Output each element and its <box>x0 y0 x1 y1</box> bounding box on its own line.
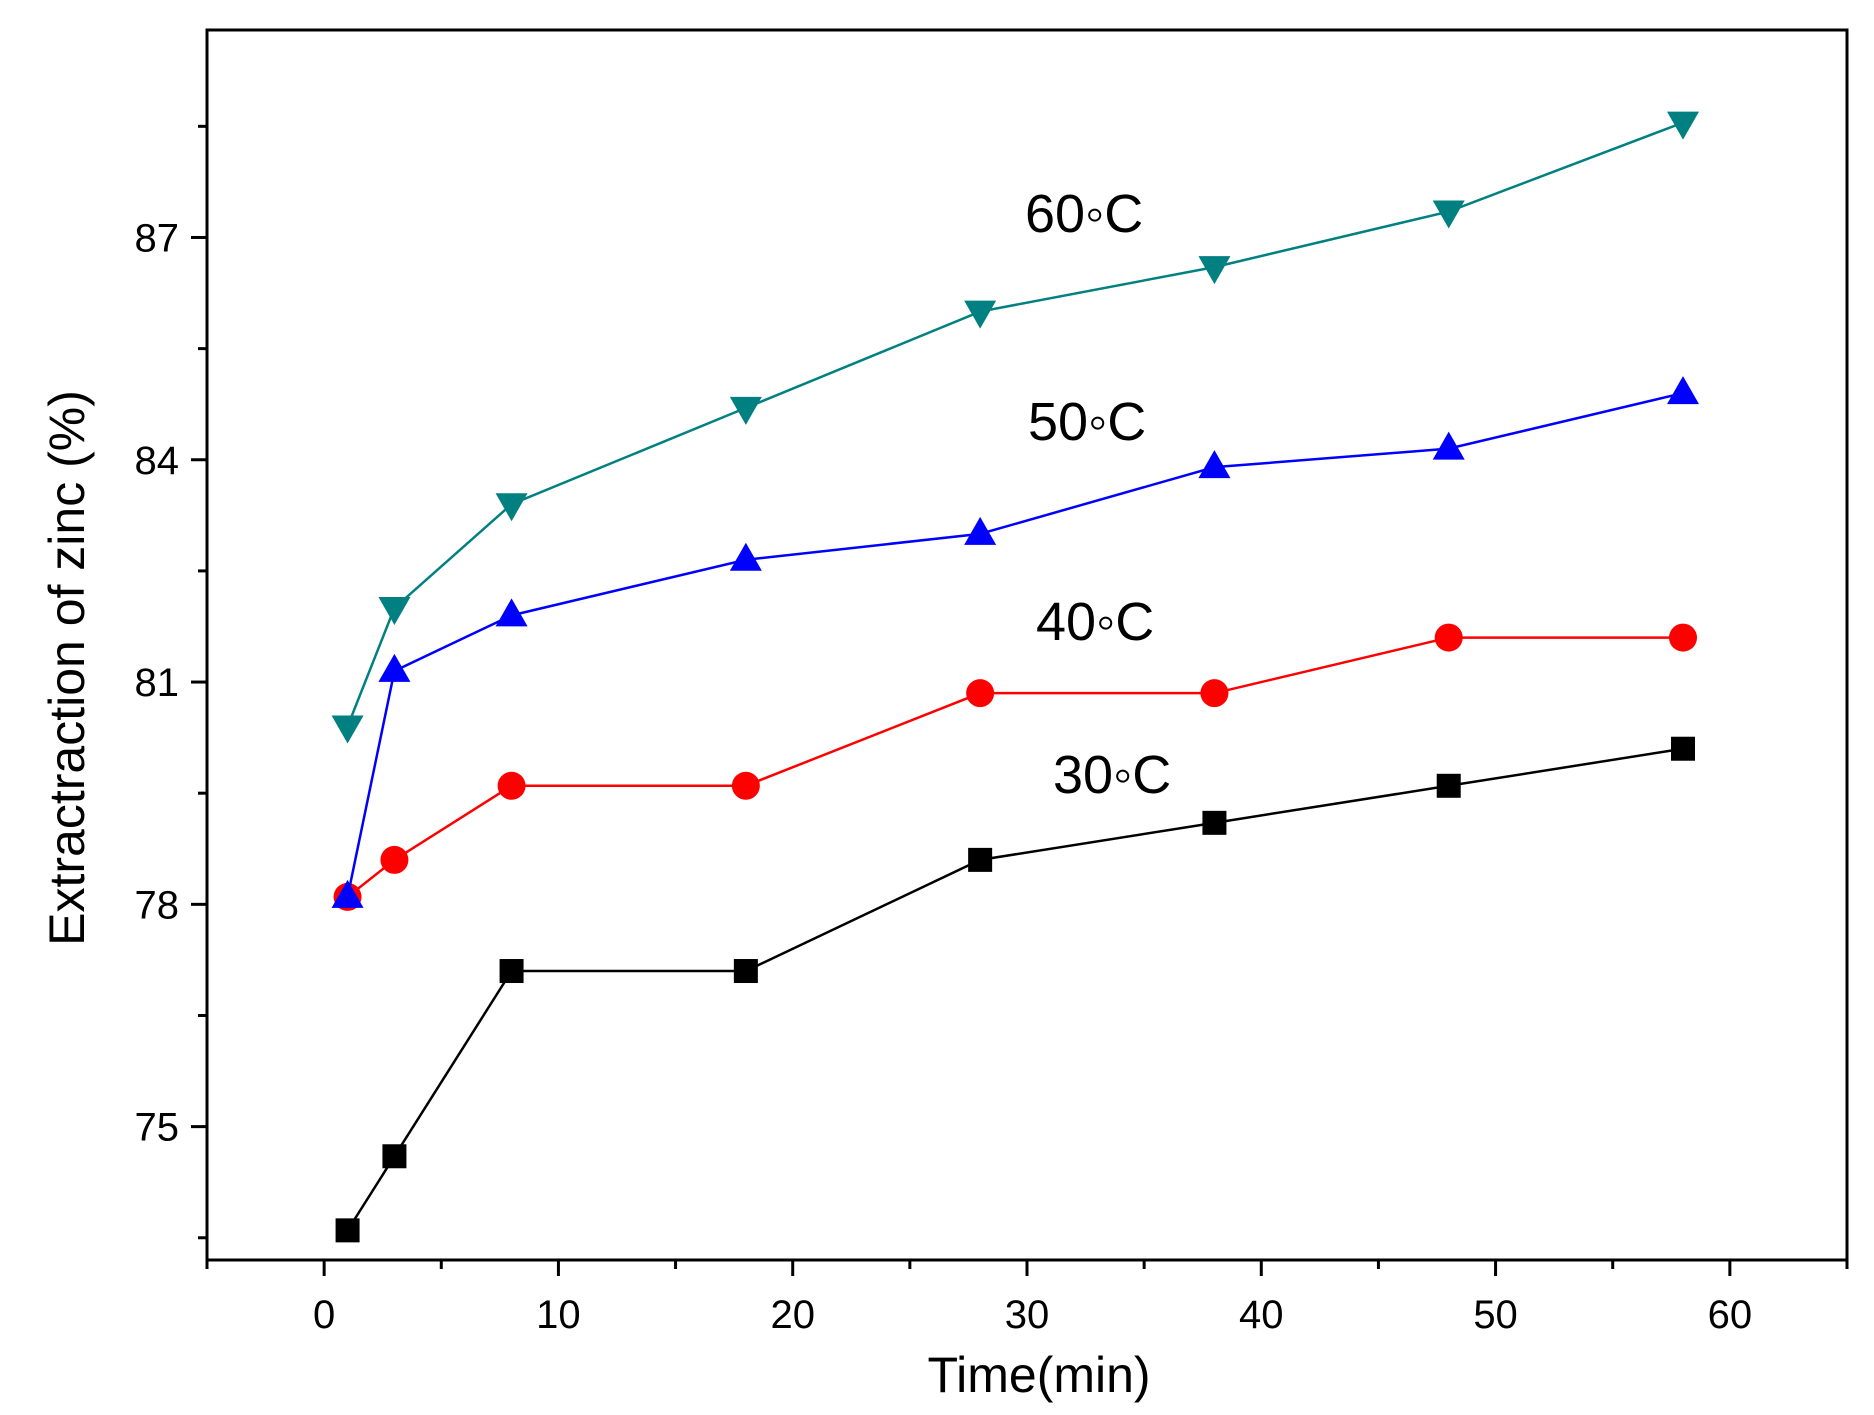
data-point <box>378 596 411 625</box>
data-point <box>1198 450 1231 479</box>
data-point <box>331 715 364 744</box>
data-point <box>335 1218 360 1243</box>
data-point <box>497 771 526 800</box>
x-tick-label: 0 <box>313 1293 335 1337</box>
x-tick-label: 30 <box>1005 1293 1050 1337</box>
series-line-60c <box>346 121 1684 727</box>
series-30c <box>335 736 1695 1243</box>
data-point <box>495 598 528 627</box>
data-point <box>1198 256 1231 285</box>
data-point <box>729 542 762 571</box>
data-point <box>1667 111 1699 140</box>
data-point <box>968 847 993 872</box>
data-point <box>1671 736 1695 761</box>
data-point <box>1432 200 1465 229</box>
series-label-30c: 30◦C <box>1053 745 1171 805</box>
data-point <box>331 879 364 908</box>
series-40c <box>333 623 1697 911</box>
y-tick-label: 84 <box>135 439 180 483</box>
data-point <box>966 679 995 708</box>
data-point <box>729 396 762 425</box>
x-tick-label: 50 <box>1473 1293 1518 1337</box>
data-point <box>1436 773 1461 798</box>
y-tick-label: 75 <box>135 1106 180 1150</box>
series-50c <box>331 376 1699 908</box>
series-line-50c <box>346 391 1684 898</box>
plot-frame <box>205 28 1849 1262</box>
data-point <box>964 300 997 329</box>
data-point <box>1200 679 1229 708</box>
data-point <box>1202 810 1227 835</box>
series-layer <box>331 111 1699 1243</box>
x-tick-label: 40 <box>1239 1293 1284 1337</box>
data-point <box>731 771 760 800</box>
y-tick-label: 87 <box>135 216 180 260</box>
data-point <box>1432 431 1465 460</box>
tick-layer: 0 10 20 30 40 50 60 75 78 81 84 87 <box>135 124 1849 1337</box>
x-tick-label: 20 <box>770 1293 815 1337</box>
y-tick-label: 81 <box>135 661 180 705</box>
data-point <box>1434 623 1463 652</box>
series-60c <box>331 111 1699 744</box>
data-point <box>495 493 528 522</box>
data-point <box>1669 623 1697 652</box>
series-line-40c <box>346 636 1683 898</box>
data-point <box>499 959 524 984</box>
x-tick-label: 10 <box>536 1293 581 1337</box>
x-tick-label: 60 <box>1708 1293 1753 1337</box>
y-axis-label: Extractraction of zinc (%) <box>39 390 95 946</box>
x-axis-label: Time(min) <box>927 1347 1150 1403</box>
series-label-40c: 40◦C <box>1036 592 1154 652</box>
data-point <box>380 845 409 874</box>
data-point <box>964 516 997 545</box>
data-point <box>382 1144 407 1169</box>
data-point <box>378 653 411 682</box>
y-tick-label: 78 <box>135 883 180 927</box>
data-point <box>733 959 758 984</box>
series-line-30c <box>346 747 1684 1232</box>
series-label-50c: 50◦C <box>1028 392 1146 452</box>
series-label-60c: 60◦C <box>1025 184 1143 244</box>
data-point <box>1667 376 1699 405</box>
